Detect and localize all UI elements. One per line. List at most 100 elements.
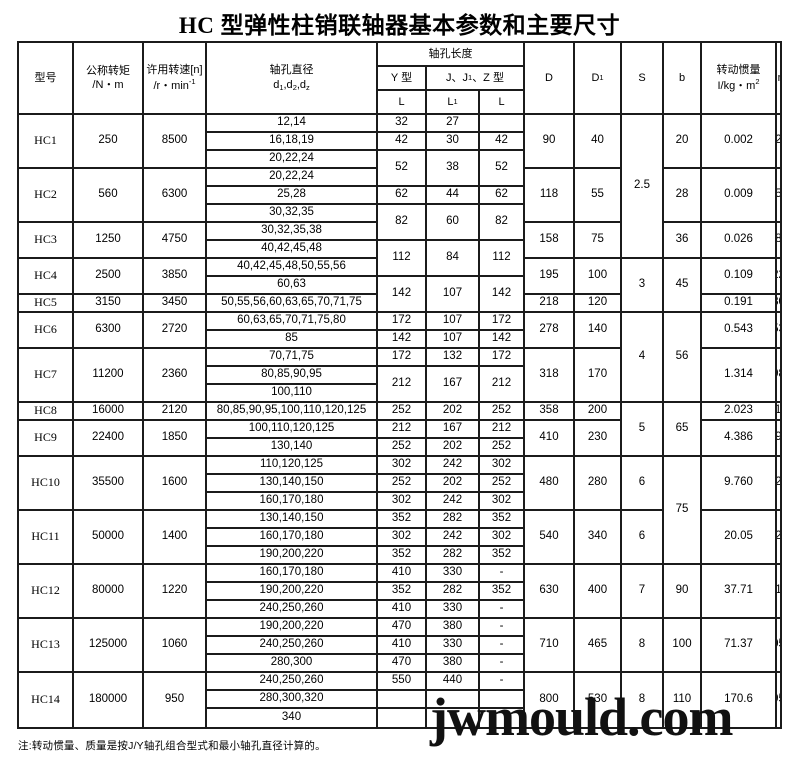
table-row-L: 142 bbox=[378, 331, 427, 349]
table-row-mass: 98 bbox=[777, 349, 780, 403]
table-row-bore: 190,200,220 bbox=[207, 619, 378, 637]
table-row-model: HC6 bbox=[19, 313, 74, 349]
table-row-bore: 70,71,75 bbox=[207, 349, 378, 367]
table-row-inertia: 1.314 bbox=[702, 349, 777, 403]
table-row-L bbox=[378, 691, 427, 709]
table-row-Lz: 302 bbox=[480, 493, 525, 511]
table-row-mass: 714 bbox=[777, 565, 780, 619]
table-row-bore: 25,28 bbox=[207, 187, 378, 205]
table-row-Lz bbox=[480, 115, 525, 133]
table-row-bore: 160,170,180 bbox=[207, 565, 378, 583]
table-row-L: 252 bbox=[378, 403, 427, 421]
table-row-bore: 190,200,220 bbox=[207, 583, 378, 601]
table-row-bore: 130,140,150 bbox=[207, 475, 378, 493]
table-row-torque: 180000 bbox=[74, 673, 144, 727]
table-row-torque: 3150 bbox=[74, 295, 144, 313]
table-row-Lz: 142 bbox=[480, 277, 525, 313]
table-row-bore: 160,170,180 bbox=[207, 529, 378, 547]
table-row-torque: 560 bbox=[74, 169, 144, 223]
table-row-D1: 200 bbox=[575, 403, 622, 421]
table-row-bore: 240,250,260 bbox=[207, 673, 378, 691]
table-row-inertia: 71.37 bbox=[702, 619, 777, 673]
table-row-Lz: 302 bbox=[480, 529, 525, 547]
table-row-b: 20 bbox=[664, 115, 702, 169]
table-row-mass: 119 bbox=[777, 403, 780, 421]
table-row-model: HC14 bbox=[19, 673, 74, 727]
table-row-S: 8 bbox=[622, 619, 664, 673]
table-row-b: 65 bbox=[664, 403, 702, 457]
table-row-L: 82 bbox=[378, 205, 427, 241]
table-row-S: 7 bbox=[622, 565, 664, 619]
table-row-model: HC12 bbox=[19, 565, 74, 619]
table-row-S: 3 bbox=[622, 259, 664, 313]
table-row-D1: 100 bbox=[575, 259, 622, 295]
table-row-inertia: 4.386 bbox=[702, 421, 777, 457]
table-row-mass: 5 bbox=[777, 169, 780, 223]
header-L: L bbox=[378, 91, 427, 115]
header-y-type: Y 型 bbox=[378, 67, 427, 91]
table-row-D1: 40 bbox=[575, 115, 622, 169]
table-row-bore: 80,85,90,95,100,110,120,125 bbox=[207, 403, 378, 421]
table-row-D1: 230 bbox=[575, 421, 622, 457]
table-row-model: HC9 bbox=[19, 421, 74, 457]
table-row-L: 410 bbox=[378, 601, 427, 619]
table-row-L: 62 bbox=[378, 187, 427, 205]
table-row-L1: 330 bbox=[427, 565, 480, 583]
table-row-L bbox=[378, 709, 427, 727]
table-row-bore: 40,42,45,48 bbox=[207, 241, 378, 259]
table-row-inertia: 2.023 bbox=[702, 403, 777, 421]
table-row-bore: 20,22,24 bbox=[207, 151, 378, 169]
table-row-Lz: 112 bbox=[480, 241, 525, 277]
table-row-L: 410 bbox=[378, 565, 427, 583]
table-row-L: 302 bbox=[378, 457, 427, 475]
table-row-torque: 250 bbox=[74, 115, 144, 169]
table-row-Lz: 252 bbox=[480, 475, 525, 493]
table-row-D1: 120 bbox=[575, 295, 622, 313]
table-row-model: HC10 bbox=[19, 457, 74, 511]
header-S: S bbox=[622, 43, 664, 115]
table-row-D: 158 bbox=[525, 223, 575, 259]
table-row-speed: 4750 bbox=[144, 223, 207, 259]
table-row-speed: 1220 bbox=[144, 565, 207, 619]
header-torque: 公称转矩/N・m bbox=[74, 43, 144, 115]
table-row-speed: 3850 bbox=[144, 259, 207, 295]
table-row-torque: 2500 bbox=[74, 259, 144, 295]
table-row-D: 630 bbox=[525, 565, 575, 619]
table-row-D: 218 bbox=[525, 295, 575, 313]
table-row-model: HC2 bbox=[19, 169, 74, 223]
table-row-speed: 2120 bbox=[144, 403, 207, 421]
table-row-L: 42 bbox=[378, 133, 427, 151]
table-row-torque: 11200 bbox=[74, 349, 144, 403]
table-row-Lz: 302 bbox=[480, 457, 525, 475]
table-row-L: 302 bbox=[378, 529, 427, 547]
table-row-model: HC5 bbox=[19, 295, 74, 313]
table-row-D1: 280 bbox=[575, 457, 622, 511]
table-row-L1: 242 bbox=[427, 457, 480, 475]
table-row-L: 410 bbox=[378, 637, 427, 655]
table-row-bore: 240,250,260 bbox=[207, 601, 378, 619]
table-row-Lz: 142 bbox=[480, 331, 525, 349]
table-row-L1: 167 bbox=[427, 367, 480, 403]
table-row-model: HC8 bbox=[19, 403, 74, 421]
table-row-inertia: 170.6 bbox=[702, 673, 777, 727]
table-row-bore: 340 bbox=[207, 709, 378, 727]
table-row-Lz: - bbox=[480, 637, 525, 655]
table-row-model: HC3 bbox=[19, 223, 74, 259]
header-mass: 质量 m/ kg bbox=[777, 43, 780, 115]
table-row-speed: 1060 bbox=[144, 619, 207, 673]
table-row-D: 710 bbox=[525, 619, 575, 673]
table-row-bore: 80,85,90,95 bbox=[207, 367, 378, 385]
table-row-speed: 1400 bbox=[144, 511, 207, 565]
table-row-D: 358 bbox=[525, 403, 575, 421]
table-row-bore: 40,42,45,48,50,55,56 bbox=[207, 259, 378, 277]
table-row-inertia: 0.026 bbox=[702, 223, 777, 259]
page-title: HC 型弹性柱销联轴器基本参数和主要尺寸 bbox=[178, 13, 621, 38]
table-row-mass: 1057 bbox=[777, 619, 780, 673]
table-row-Lz: 172 bbox=[480, 349, 525, 367]
table-row-torque: 1250 bbox=[74, 223, 144, 259]
table-row-L1: 282 bbox=[427, 547, 480, 565]
table-row-model: HC1 bbox=[19, 115, 74, 169]
table-row-L: 142 bbox=[378, 277, 427, 313]
table-row-D: 800 bbox=[525, 673, 575, 727]
